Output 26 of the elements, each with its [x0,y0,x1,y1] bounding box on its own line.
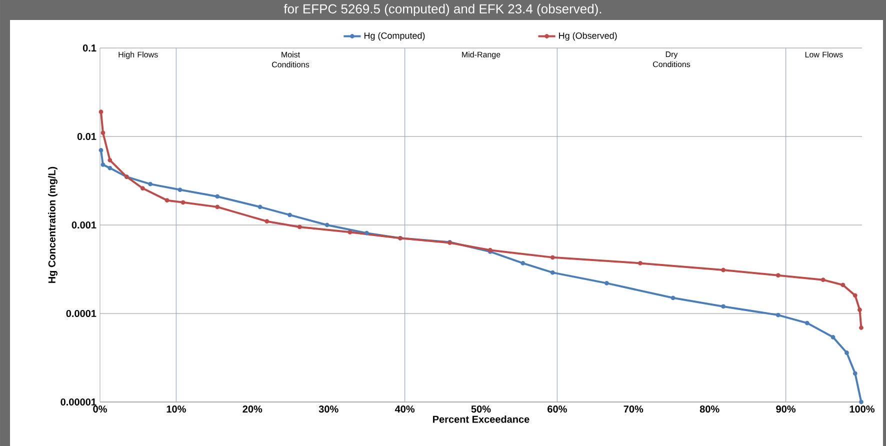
chart-title: for EFPC 5269.5 (computed) and EFK 23.4 (observed). [284,4,602,16]
x-tick-label: 80% [700,406,720,413]
x-tick-label: 20% [242,406,262,413]
y-tick-label: 0.0001 [66,310,96,318]
annotation: Moist Conditions [272,52,310,68]
x-tick-label: 90% [776,406,796,413]
y-axis-title: Hg Concentration (mg/L) [48,166,58,283]
annotation: Dry Conditions [653,52,690,68]
y-tick-label: 0.001 [72,221,96,229]
annotation: Low Flows [805,52,843,58]
legend-label: Hg (Computed) [364,32,425,41]
x-tick-label: 50% [471,406,491,413]
x-tick-label: 100% [850,406,875,413]
x-tick-label: 30% [318,406,338,413]
y-tick-label: 0.01 [77,132,96,140]
x-tick-label: 60% [548,406,567,413]
x-tick-label: 40% [394,406,415,413]
x-tick-label: 10% [166,406,186,413]
y-tick-label: 0.1 [82,44,96,52]
annotation: High Flows [118,52,158,59]
x-tick-label: 70% [624,406,644,413]
annotation: Mid-Range [462,52,500,59]
x-axis-title: Percent Exceedance [433,415,530,423]
y-tick-label: 0.00001 [60,398,96,406]
x-tick-label: 0% [93,406,107,413]
legend-label: Hg (Observed) [559,32,617,41]
